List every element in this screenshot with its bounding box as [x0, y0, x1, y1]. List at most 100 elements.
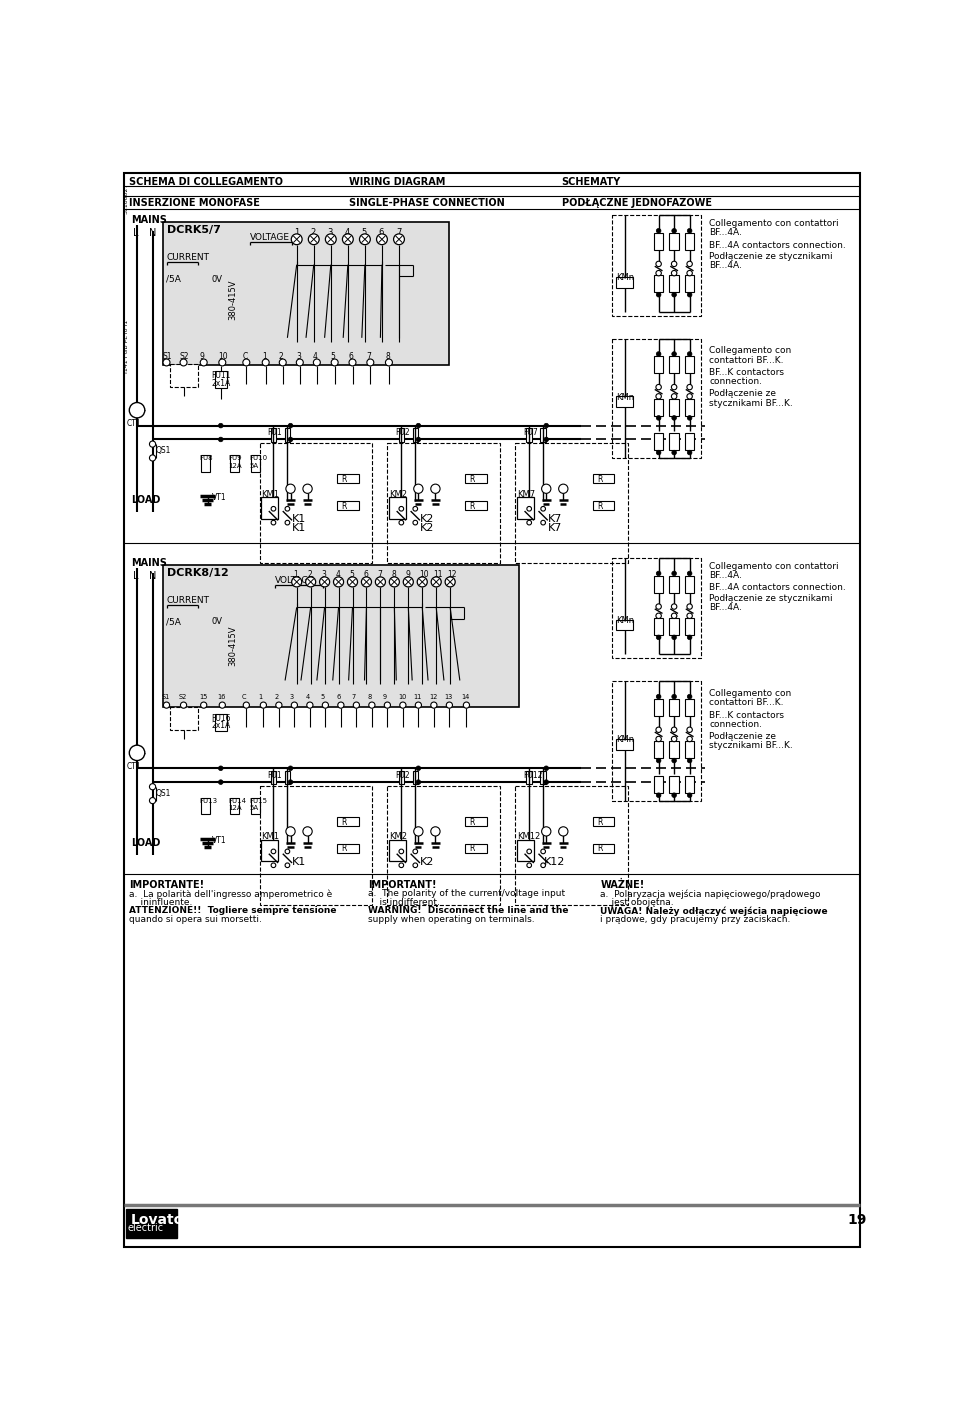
Bar [669, 433, 679, 450]
Text: R: R [597, 818, 603, 826]
Text: a.  The polarity of the current/voltage input: a. The polarity of the current/voltage i… [368, 890, 565, 898]
Text: a.  Polaryzacja wejścia napięciowego/prądowego: a. Polaryzacja wejścia napięciowego/prąd… [601, 890, 821, 898]
Circle shape [219, 702, 226, 708]
Circle shape [657, 351, 660, 357]
Bar [251, 455, 260, 472]
Text: K2: K2 [420, 515, 434, 525]
Text: 4: 4 [335, 571, 341, 580]
Circle shape [399, 506, 403, 510]
Circle shape [541, 826, 551, 836]
Circle shape [359, 234, 371, 245]
Circle shape [687, 694, 692, 699]
Text: R: R [469, 818, 475, 826]
Circle shape [431, 484, 440, 494]
Text: S2: S2 [180, 351, 189, 361]
Circle shape [369, 702, 375, 708]
Circle shape [657, 694, 660, 699]
Text: 1: 1 [259, 694, 263, 701]
Circle shape [219, 423, 223, 427]
Bar [654, 776, 663, 792]
Bar [516, 785, 628, 905]
Circle shape [687, 292, 692, 298]
Circle shape [384, 702, 391, 708]
Circle shape [349, 360, 356, 367]
Circle shape [348, 577, 357, 587]
Text: FU13: FU13 [199, 798, 217, 804]
Text: BF...4A.: BF...4A. [709, 228, 742, 237]
Bar [389, 840, 406, 862]
Bar [685, 357, 694, 374]
Text: 3: 3 [322, 571, 326, 580]
Circle shape [333, 577, 344, 587]
Text: stycznikami BF...K.: stycznikami BF...K. [709, 742, 793, 750]
Text: FU14: FU14 [228, 798, 247, 804]
Text: CT1: CT1 [126, 419, 141, 429]
Circle shape [672, 450, 677, 455]
Circle shape [656, 261, 661, 266]
Circle shape [288, 423, 293, 427]
Circle shape [297, 360, 303, 367]
Text: S1: S1 [162, 694, 170, 701]
Circle shape [313, 360, 321, 367]
Circle shape [672, 351, 677, 357]
Circle shape [286, 826, 295, 836]
Circle shape [361, 577, 372, 587]
Text: 8: 8 [368, 694, 372, 701]
Circle shape [413, 520, 418, 525]
Text: 3: 3 [296, 351, 300, 361]
Circle shape [672, 759, 677, 763]
Circle shape [260, 702, 267, 708]
Bar [612, 558, 701, 658]
Text: 0V: 0V [211, 618, 223, 626]
Circle shape [285, 863, 290, 867]
Bar [271, 427, 276, 441]
Circle shape [544, 766, 548, 771]
Text: KM2: KM2 [389, 832, 407, 842]
Text: K7: K7 [547, 523, 562, 533]
Circle shape [320, 577, 329, 587]
Bar [654, 433, 663, 450]
Circle shape [385, 360, 393, 367]
Text: FU15: FU15 [250, 798, 268, 804]
Text: N: N [150, 571, 156, 581]
Bar [214, 713, 227, 730]
Circle shape [445, 577, 455, 587]
Text: 1: 1 [262, 351, 267, 361]
Text: 5: 5 [362, 228, 367, 237]
Text: ininfluente.: ininfluente. [130, 898, 193, 907]
Circle shape [414, 826, 423, 836]
Circle shape [657, 571, 660, 575]
Bar [612, 216, 701, 316]
Circle shape [394, 234, 404, 245]
Text: BF...4A contactors connection.: BF...4A contactors connection. [709, 584, 846, 592]
Text: R: R [342, 818, 347, 826]
Circle shape [413, 863, 418, 867]
Text: 1: 1 [294, 228, 299, 237]
Circle shape [180, 360, 187, 367]
Circle shape [219, 766, 223, 771]
Text: IMPORTANTE!: IMPORTANTE! [130, 880, 204, 890]
Bar [465, 843, 487, 853]
Text: MAINS: MAINS [131, 558, 167, 568]
Text: 31100027: 31100027 [123, 183, 128, 214]
Circle shape [544, 780, 548, 784]
Text: VOLTAGE: VOLTAGE [251, 233, 290, 243]
Circle shape [292, 577, 301, 587]
Text: quando si opera sui morsetti.: quando si opera sui morsetti. [130, 915, 262, 924]
Text: DCRK5/7: DCRK5/7 [167, 226, 221, 235]
Circle shape [279, 360, 286, 367]
Circle shape [201, 360, 207, 367]
Bar [654, 275, 663, 292]
Text: L: L [133, 571, 138, 581]
Text: KMn: KMn [616, 735, 635, 744]
Text: CURRENT: CURRENT [166, 596, 209, 605]
Circle shape [671, 728, 677, 732]
Text: MAINS: MAINS [131, 216, 167, 226]
Text: BF...4A.: BF...4A. [709, 261, 742, 269]
Circle shape [672, 792, 677, 798]
Circle shape [291, 702, 298, 708]
Text: 2x1A: 2x1A [211, 722, 230, 730]
Circle shape [150, 784, 156, 790]
Text: /5A: /5A [166, 618, 181, 626]
Circle shape [657, 792, 660, 798]
